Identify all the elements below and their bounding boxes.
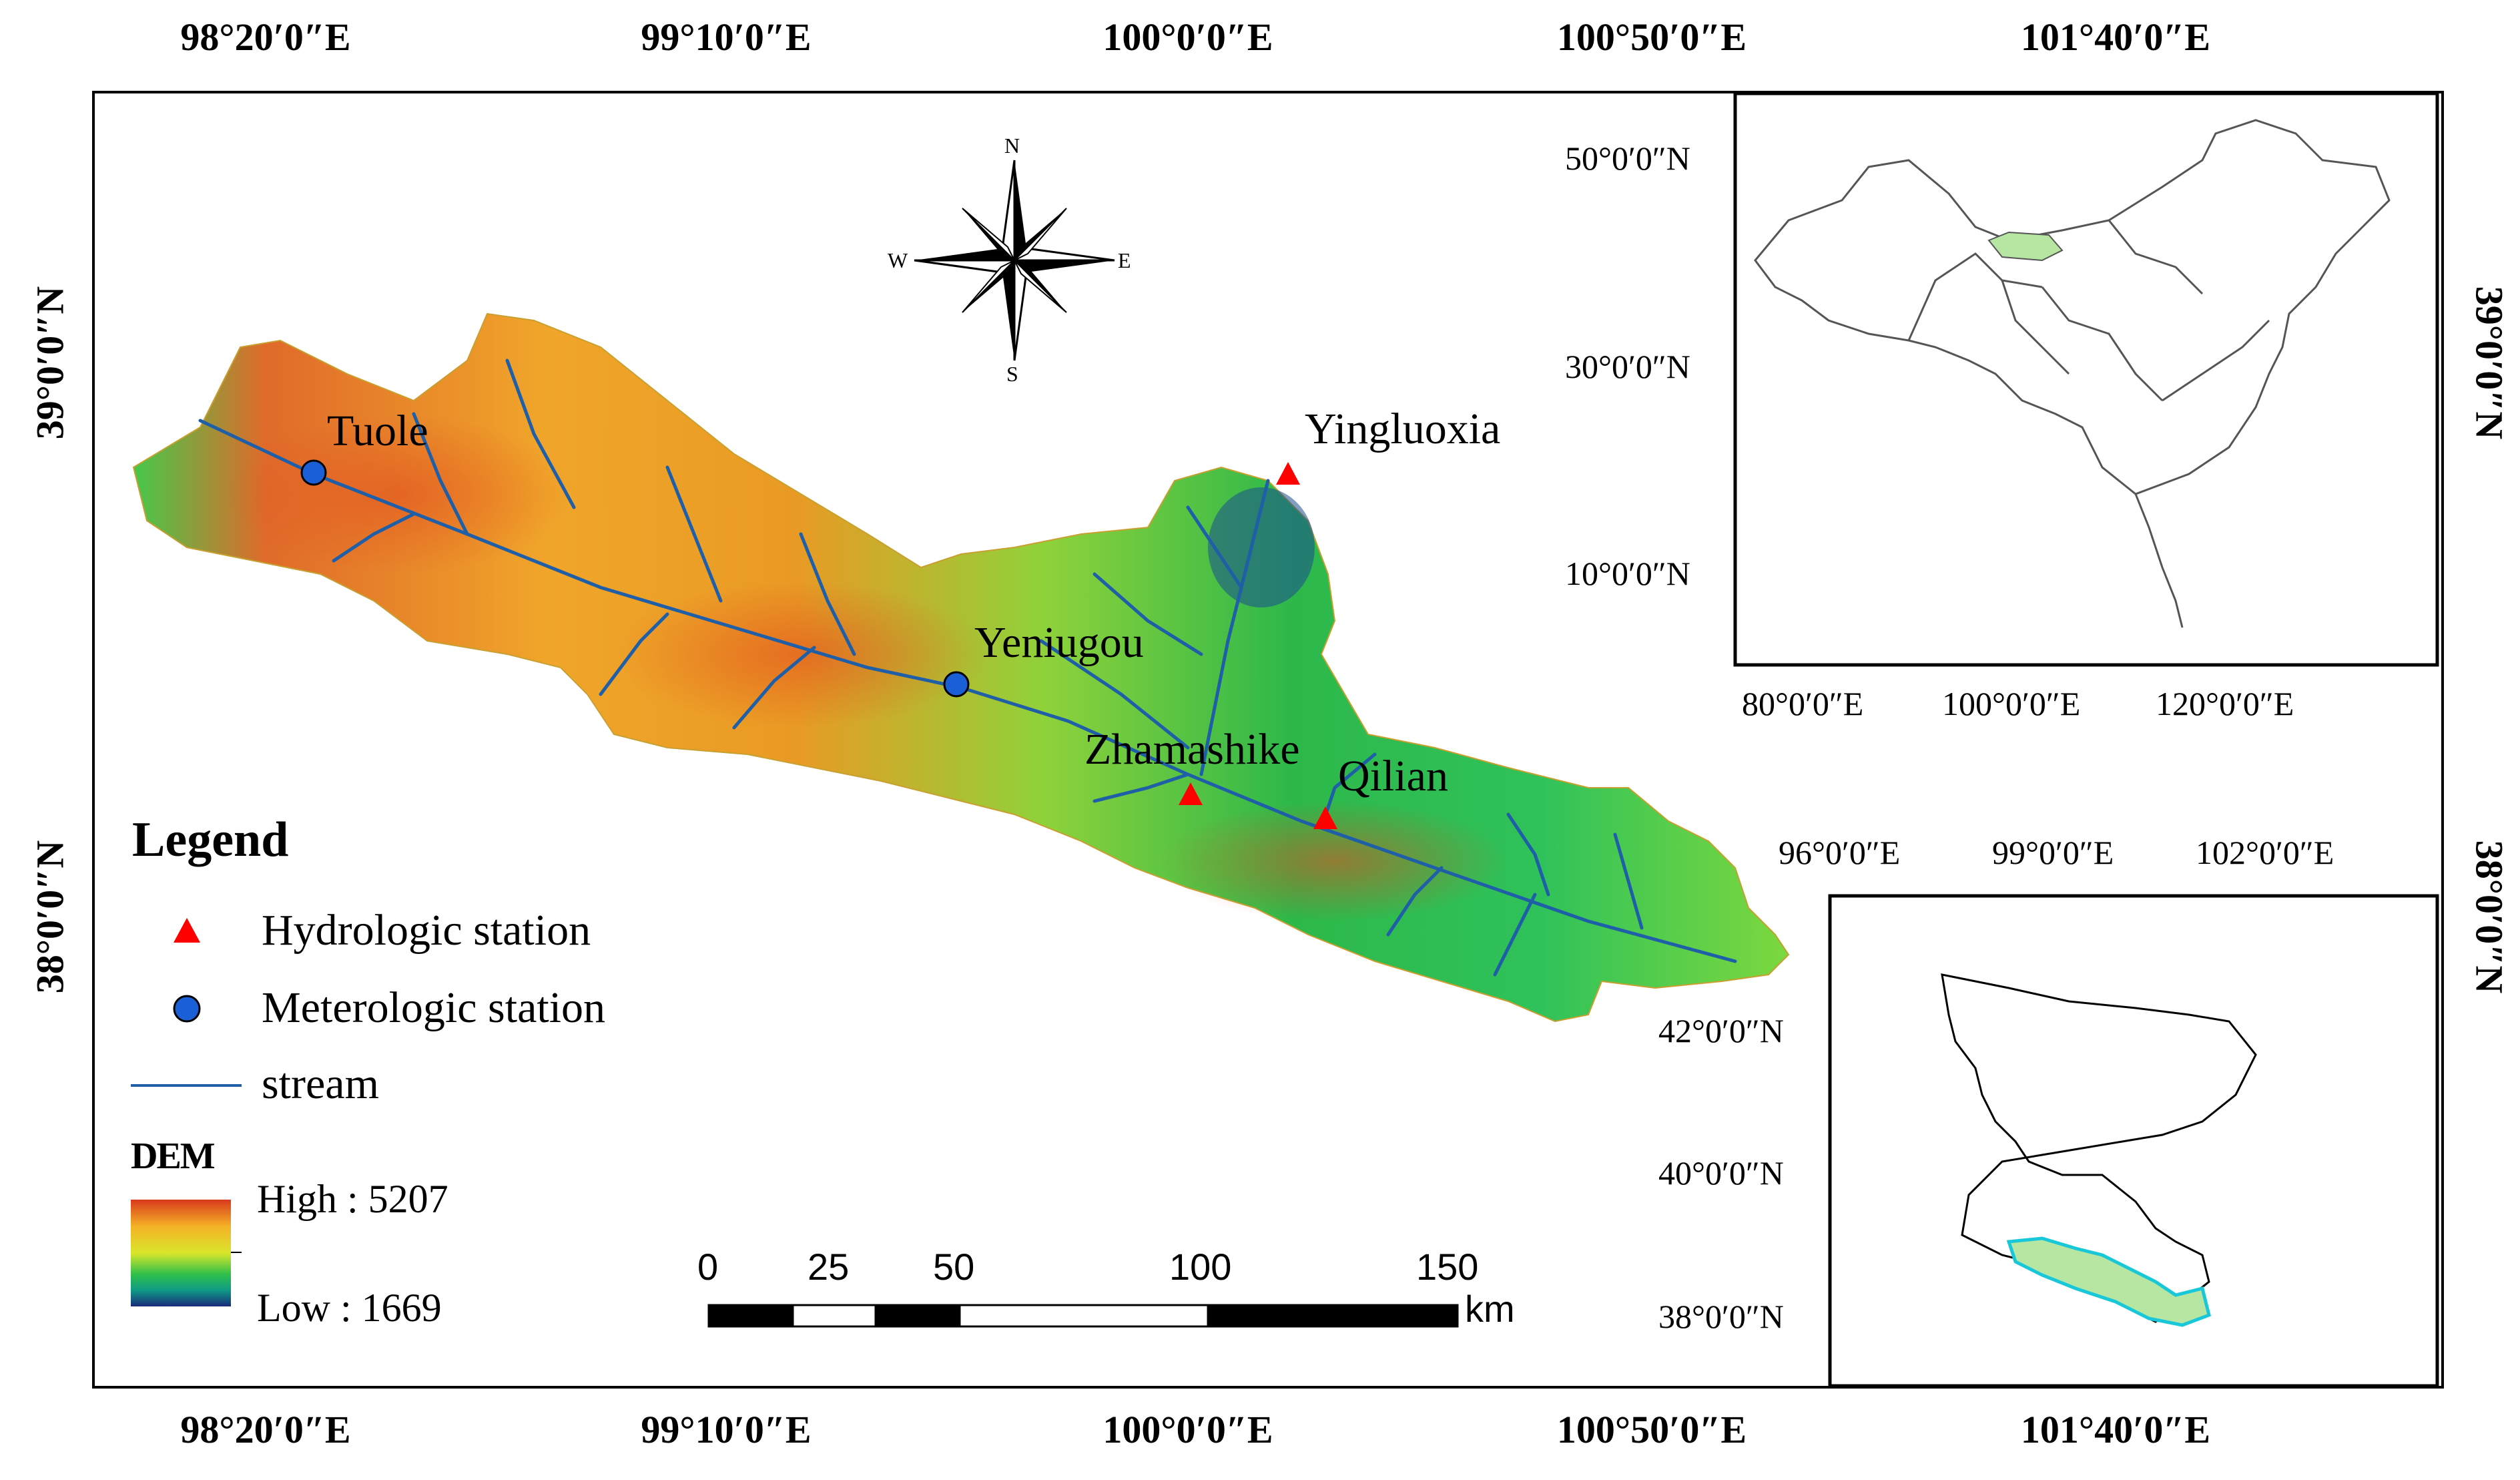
main-map-frame (92, 91, 2444, 1389)
lon-label-bottom-3: 100°0′0″E (1102, 1408, 1273, 1451)
tuole-marker (300, 459, 327, 486)
scale-tick-50: 50 (933, 1246, 975, 1288)
station-label-yeniugou: Yeniugou (974, 618, 1144, 667)
lat-label-left-1: 39°0′0″N (28, 286, 72, 440)
stream-network (198, 358, 1737, 977)
lat-label-right-1: 39°0′0″N (2467, 286, 2511, 440)
lon-label-bottom-1: 98°20′0″E (180, 1408, 351, 1451)
legend-dem-title: DEM (131, 1136, 216, 1177)
legend-dem-high: High : 5207 (257, 1177, 448, 1221)
lon-label-top-3: 100°0′0″E (1102, 15, 1273, 59)
inset-china-frame (1733, 91, 2439, 667)
region-lon-96: 96°0′0″E (1779, 834, 1901, 871)
legend-hydrologic-icon (174, 918, 200, 943)
region-lat-40: 40°0′0″N (1658, 1154, 1784, 1192)
lon-label-top-2: 99°10′0″E (641, 15, 812, 59)
region-lon-99: 99°0′0″E (1992, 834, 2114, 871)
region-lat-42: 42°0′0″N (1658, 1012, 1784, 1049)
lat-label-right-2: 38°0′0″N (2467, 840, 2511, 994)
dem-color-ramp (131, 1200, 231, 1306)
lon-label-top-4: 100°50′0″E (1556, 15, 1747, 59)
china-outline (1754, 119, 2391, 628)
yeniugou-marker (943, 671, 970, 698)
lon-label-top-1: 98°20′0″E (180, 15, 351, 59)
china-lat-30: 30°0′0″N (1565, 348, 1690, 385)
basin-highland-west (227, 414, 574, 574)
lon-label-bottom-2: 99°10′0″E (641, 1408, 812, 1451)
scale-bar (707, 1304, 1459, 1328)
basin-highland-south (1161, 801, 1508, 921)
lon-label-top-5: 101°40′0″E (2020, 15, 2211, 59)
china-lon-100: 100°0′0″E (1942, 685, 2081, 722)
station-label-yingluoxia: Yingluoxia (1305, 405, 1501, 453)
zhamashike-marker (1179, 782, 1203, 805)
basin-highland-center (614, 581, 988, 728)
china-lat-10: 10°0′0″N (1565, 555, 1690, 592)
china-lon-80: 80°0′0″E (1742, 685, 1864, 722)
legend-hydrologic-label: Hydrologic station (262, 906, 591, 955)
station-label-qilian: Qilian (1338, 752, 1448, 800)
compass-e: E (1118, 248, 1131, 272)
lon-label-bottom-4: 100°50′0″E (1556, 1408, 1747, 1451)
compass-rose-icon (914, 160, 1115, 361)
region-basin-highlight (2006, 1236, 2211, 1327)
scale-unit: km (1465, 1288, 1515, 1330)
station-label-zhamashike: Zhamashike (1084, 725, 1300, 774)
scale-tick-100: 100 (1169, 1246, 1232, 1288)
study-area-highlight (1987, 231, 2064, 262)
legend-meteorologic-label: Meterologic station (262, 983, 606, 1032)
legend-title: Legend (132, 812, 289, 867)
legend-meteorologic-icon (173, 995, 201, 1023)
scale-tick-150: 150 (1416, 1246, 1479, 1288)
scale-tick-25: 25 (808, 1246, 850, 1288)
station-label-tuole: Tuole (327, 407, 428, 455)
china-lon-120: 120°0′0″E (2156, 685, 2294, 722)
china-lat-50: 50°0′0″N (1565, 140, 1690, 177)
qilian-marker (1313, 806, 1337, 829)
scale-tick-0: 0 (697, 1246, 719, 1288)
compass-n: N (1004, 134, 1020, 158)
region-lat-38: 38°0′0″N (1658, 1298, 1784, 1335)
compass-s: S (1006, 362, 1018, 386)
yingluoxia-marker (1276, 462, 1300, 485)
lat-label-left-2: 38°0′0″N (28, 840, 72, 994)
legend-dem-low: Low : 1669 (257, 1286, 442, 1330)
lon-label-bottom-5: 101°40′0″E (2020, 1408, 2211, 1451)
region-lon-102: 102°0′0″E (2196, 834, 2334, 871)
compass-w: W (888, 248, 908, 272)
legend-stream-label: stream (262, 1059, 379, 1108)
